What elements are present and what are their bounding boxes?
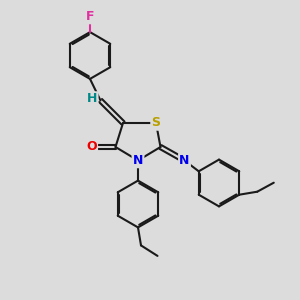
Text: N: N [179,154,190,167]
Text: O: O [86,140,97,154]
Text: S: S [152,116,160,130]
Text: F: F [86,10,94,23]
Text: N: N [133,154,143,167]
Text: H: H [87,92,97,106]
